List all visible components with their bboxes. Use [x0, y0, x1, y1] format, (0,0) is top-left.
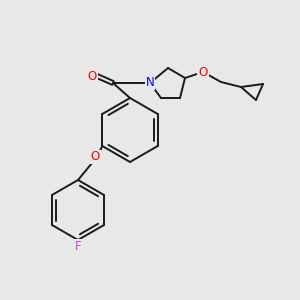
Text: F: F — [75, 239, 81, 253]
Text: O: O — [87, 70, 97, 83]
Text: N: N — [146, 76, 154, 89]
Text: O: O — [198, 65, 208, 79]
Text: O: O — [90, 151, 100, 164]
